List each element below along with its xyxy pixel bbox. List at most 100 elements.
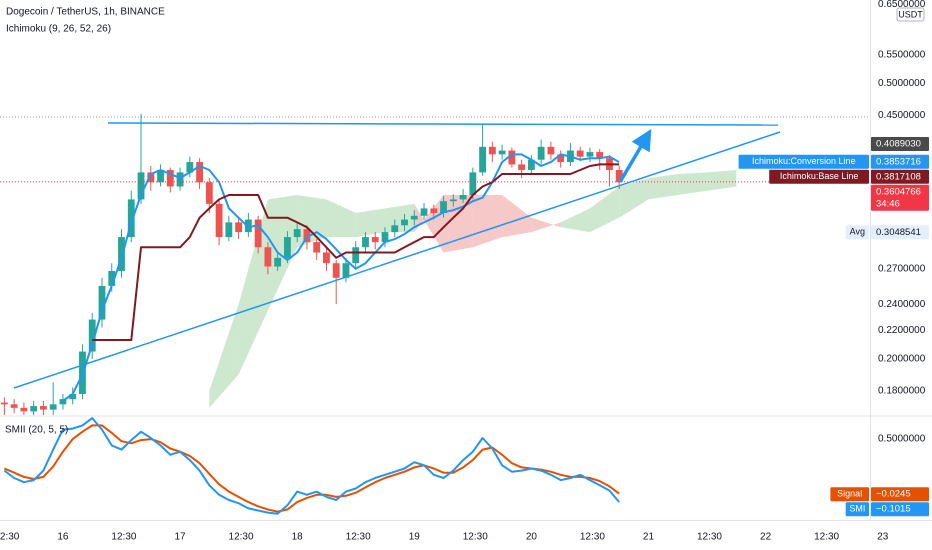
candle-body [576,150,584,157]
candle-body [352,247,360,264]
candle-body [108,270,116,286]
x-tick-label: 12:30 [697,532,722,543]
smii-title: SMII (20, 5, 5) [5,425,68,436]
indicator-line [4,424,620,513]
candle-body [362,237,369,248]
x-tick-label: 21 [643,532,655,543]
candle-body [547,146,555,155]
x-tick-label: 12:30 [346,532,371,543]
x-tick-label: 23 [877,532,889,543]
arrow [618,128,652,183]
y-tick-label: 0.6500000 [878,0,926,10]
currency-box [896,7,925,22]
y-tick-label: 0.5500000 [878,49,926,60]
candle-body [586,152,594,157]
price-badge [871,136,929,151]
candle-body [186,162,194,173]
price-badge-label: 0.3604766 [876,186,921,197]
candle-body [118,237,125,271]
countdown: 34:46 [876,198,900,209]
candle-body [10,404,18,408]
candle-body [371,237,379,243]
indicator-line [92,163,620,341]
y-tick-label: 0.2200000 [878,325,926,336]
x-tick-label: 22 [760,532,772,543]
x-tick-label: 12:30 [580,532,605,543]
candle-body [440,201,447,213]
drawings [13,122,781,389]
candle-body [176,172,184,187]
candle-body [537,146,545,160]
y-tick-label: 0.5000000 [878,78,926,89]
x-tick-label: 12:30 [814,532,839,543]
candle-body [69,394,77,400]
y-tick-label: 0.2400000 [878,299,926,310]
series-name-badge [845,225,869,240]
candle-body [235,222,243,233]
candle-body [381,232,389,243]
candle-body [205,182,213,204]
y-tick-label: 0.4500000 [878,110,926,121]
cloud-segment [209,304,239,408]
candle-body [254,219,262,248]
candle-body [264,247,272,267]
x-tick-label: 12:30 [111,532,136,543]
price-pane [0,113,870,415]
smii-pane [3,417,620,515]
candle-body [488,146,496,155]
price-badge [871,487,929,502]
candle-body [527,159,535,170]
series-name-badge [769,169,869,184]
cloud-segment [326,199,356,238]
x-tick-label: 20 [526,532,538,543]
x-tick-label: 12:30 [463,532,488,543]
series-name-badge [830,487,869,502]
candle-body [157,169,164,183]
candle-body [59,399,67,405]
series-name-badge [845,502,869,517]
candle-body [508,150,516,165]
candle-body [20,407,28,412]
cloud-segment [589,186,620,233]
cloud-segment [502,195,532,238]
candle-body [98,285,106,320]
candle-body [127,199,135,238]
candle-body [459,195,467,200]
resistance-line [107,122,779,126]
cloud-segment [531,217,561,233]
candle-body [479,146,487,173]
trend-line [13,131,781,389]
x-tick-label: 18 [292,532,304,543]
candle-body [88,319,96,352]
price-badge [871,225,929,240]
series-name: Ichimoku:Conversion Line [752,156,856,166]
candle-body [596,152,604,159]
candle-body [215,203,223,238]
candle-body [225,222,233,238]
candle-body [147,172,155,183]
x-tick-label: 16 [57,532,69,543]
candle-body [293,229,301,238]
cloud-segment [472,195,503,248]
candle-body [274,257,282,267]
candle-body [498,150,506,155]
price-badge-label: 0.3048541 [876,227,921,238]
candle-body [313,242,321,253]
price-badge-label: 0.4089030 [876,138,921,149]
candle-body [430,208,438,213]
candle-body [615,169,623,183]
series-name: Ichimoku:Base Line [780,171,859,181]
candle-body [518,164,526,170]
candle-body [449,199,457,202]
candle-body [332,263,340,278]
y-tick-label: 0.1800000 [878,385,926,396]
candle-body [0,402,8,405]
cloud-segment [648,174,678,200]
price-badge-label: 0.3817108 [876,171,921,182]
price-badge-label: −0.0245 [876,489,911,500]
y-tick-label: 0.2700000 [878,263,926,274]
cloud-segment [619,178,649,218]
y-tick-label: 0.5000000 [878,434,926,445]
